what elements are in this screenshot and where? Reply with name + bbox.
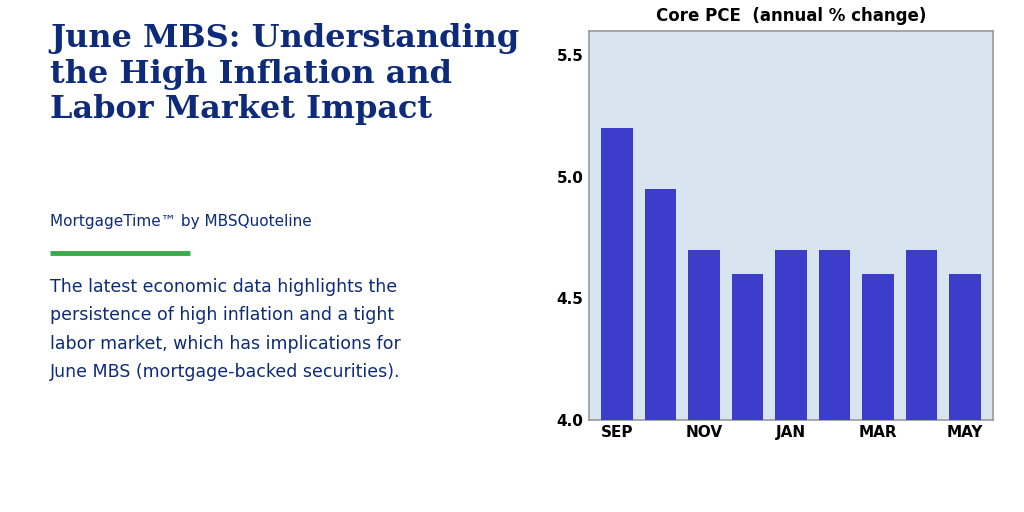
Bar (645, 189, 676, 512)
Text: MortgageTime™ by MBSQuoteline: MortgageTime™ by MBSQuoteline (50, 214, 312, 229)
Bar (732, 274, 763, 512)
Bar (906, 250, 937, 512)
Bar (688, 250, 720, 512)
Text: June MBS: Understanding
the High Inflation and
Labor Market Impact: June MBS: Understanding the High Inflati… (50, 23, 519, 125)
Bar (819, 250, 850, 512)
Title: Core PCE  (annual % change): Core PCE (annual % change) (655, 7, 927, 25)
Bar (862, 274, 894, 512)
Bar (601, 128, 633, 512)
Text: The latest economic data highlights the
persistence of high inflation and a tigh: The latest economic data highlights the … (50, 278, 401, 381)
Text: Sign up for a 14-Day Free Trial: Sign up for a 14-Day Free Trial (365, 474, 659, 494)
Bar (775, 250, 807, 512)
Bar (949, 274, 981, 512)
